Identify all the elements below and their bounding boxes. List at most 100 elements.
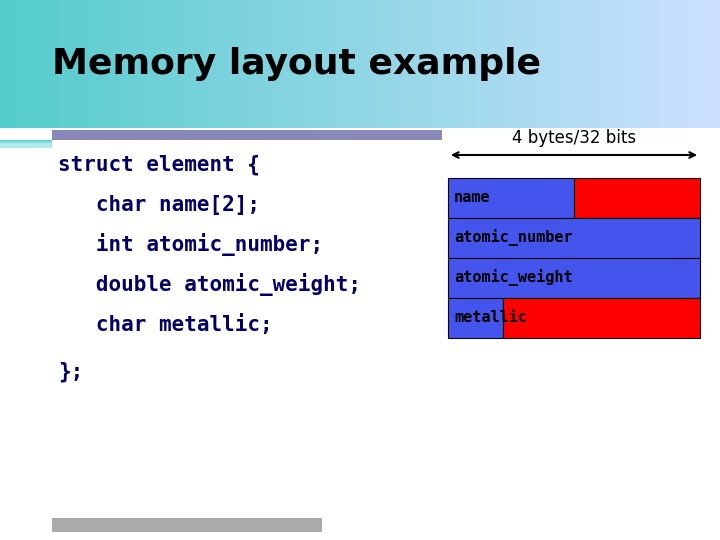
Bar	[0, 141, 52, 145]
Bar	[601, 0, 605, 128]
Bar	[0, 143, 52, 147]
Bar	[448, 298, 503, 338]
Bar	[202, 0, 205, 128]
Text: metallic: metallic	[454, 310, 527, 326]
Bar	[637, 0, 641, 128]
Bar	[508, 0, 511, 128]
Bar	[0, 144, 52, 148]
Bar	[450, 0, 454, 128]
Bar	[0, 140, 52, 144]
Bar	[0, 144, 52, 147]
Bar	[684, 0, 688, 128]
Bar	[144, 0, 148, 128]
Bar	[137, 0, 140, 128]
Bar	[623, 0, 626, 128]
Text: atomic_weight: atomic_weight	[454, 269, 572, 287]
Bar	[346, 0, 349, 128]
Bar	[97, 0, 101, 128]
Bar	[0, 141, 52, 145]
Bar	[652, 0, 655, 128]
Bar	[666, 0, 670, 128]
Text: struct element {: struct element {	[58, 155, 260, 176]
Bar	[223, 0, 227, 128]
Bar	[0, 140, 52, 144]
Text: Memory layout example: Memory layout example	[52, 47, 541, 81]
Bar	[0, 142, 52, 146]
Bar	[0, 141, 52, 145]
Bar	[248, 0, 252, 128]
Bar	[468, 0, 472, 128]
Bar	[0, 140, 52, 144]
Bar	[0, 140, 52, 144]
Bar	[0, 143, 52, 147]
Bar	[342, 0, 346, 128]
Bar	[0, 140, 52, 144]
Bar	[0, 144, 52, 148]
Bar	[32, 0, 36, 128]
Bar	[212, 0, 216, 128]
Bar	[58, 0, 61, 128]
Bar	[583, 0, 587, 128]
Bar	[0, 140, 52, 144]
Bar	[11, 0, 14, 128]
Bar	[702, 0, 706, 128]
Bar	[0, 144, 52, 148]
Bar	[122, 0, 126, 128]
Bar	[0, 143, 52, 147]
Bar	[0, 143, 52, 147]
Bar	[410, 0, 414, 128]
Bar	[0, 141, 52, 146]
Bar	[0, 143, 52, 147]
Bar	[0, 141, 52, 145]
Bar	[0, 140, 52, 145]
Bar	[385, 0, 389, 128]
Bar	[522, 0, 526, 128]
Bar	[0, 144, 52, 147]
Bar	[616, 0, 619, 128]
Bar	[580, 0, 583, 128]
Bar	[0, 143, 52, 147]
Bar	[176, 0, 180, 128]
Bar	[241, 0, 245, 128]
Bar	[716, 0, 720, 128]
Bar	[0, 142, 52, 146]
Bar	[389, 0, 392, 128]
Text: 4 bytes/32 bits: 4 bytes/32 bits	[512, 129, 636, 147]
Bar	[0, 141, 52, 145]
Bar	[101, 0, 104, 128]
Bar	[644, 0, 648, 128]
Bar	[0, 140, 52, 145]
Bar	[320, 0, 324, 128]
Bar	[695, 0, 698, 128]
Bar	[698, 0, 702, 128]
Bar	[0, 141, 52, 145]
Bar	[0, 143, 52, 146]
Bar	[43, 0, 47, 128]
Bar	[0, 143, 52, 147]
Bar	[86, 0, 90, 128]
Bar	[302, 0, 306, 128]
Bar	[364, 0, 367, 128]
Bar	[475, 0, 479, 128]
Bar	[0, 141, 52, 145]
Bar	[0, 141, 52, 146]
Bar	[457, 0, 461, 128]
Bar	[0, 142, 52, 146]
Bar	[0, 141, 52, 145]
Bar	[659, 0, 662, 128]
Bar	[448, 178, 574, 218]
Bar	[500, 0, 504, 128]
Bar	[133, 0, 137, 128]
Bar	[162, 0, 166, 128]
Bar	[0, 140, 52, 144]
Bar	[706, 0, 709, 128]
Bar	[288, 0, 292, 128]
Bar	[0, 141, 52, 145]
Bar	[68, 0, 72, 128]
Bar	[0, 144, 52, 148]
Bar	[0, 144, 52, 147]
Bar	[608, 0, 612, 128]
Bar	[378, 0, 382, 128]
Bar	[317, 0, 320, 128]
Bar	[54, 0, 58, 128]
